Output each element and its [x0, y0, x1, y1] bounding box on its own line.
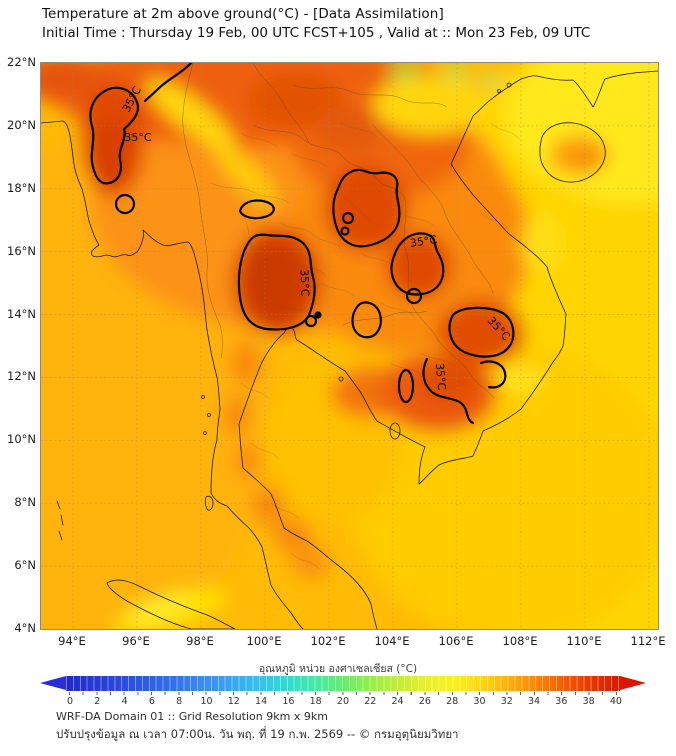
map-plot-area: 35°C 35°C 35°C 35°C 35°C 35°C — [40, 62, 659, 630]
graticule-grid — [41, 63, 658, 629]
colorbar-tick-label: 16 — [282, 696, 295, 707]
lon-tick-label: 100°E — [246, 634, 282, 648]
colorbar-tick-marks — [69, 692, 617, 695]
lat-tick-label: 12°N — [7, 369, 36, 384]
lon-tick-label: 106°E — [438, 634, 474, 648]
temperature-shading — [41, 63, 658, 629]
colorbar-tick-label: 30 — [473, 696, 486, 707]
colorbar-tick-label: 2 — [94, 696, 101, 707]
colorbar-tick-label: 36 — [555, 696, 568, 707]
footer-update-info: ปรับปรุงข้อมูล ณ เวลา 07:00น. วัน พฤ. ที… — [56, 727, 459, 741]
colorbar-tick-label: 38 — [582, 696, 595, 707]
colorbar-tick-label: 32 — [500, 696, 513, 707]
colorbar-tick-label: 12 — [227, 696, 240, 707]
colorbar-tick-label: 14 — [255, 696, 268, 707]
colorbar-tick-label: 0 — [66, 696, 74, 707]
colorbar-tick-label: 10 — [200, 696, 213, 707]
contour-label: 35°C — [409, 233, 438, 250]
colorbar-tick-label: 24 — [391, 696, 404, 707]
lat-tick-label: 6°N — [14, 558, 36, 572]
lat-tick-label: 4°N — [14, 620, 36, 635]
footer-domain-info: WRF-DA Domain 01 :: Grid Resolution 9km … — [56, 710, 328, 723]
lat-tick-label: 10°N — [7, 432, 36, 447]
lon-tick-label: 110°E — [566, 634, 602, 648]
contour-label: 35°C — [124, 131, 151, 144]
colorbar-tick-label: 8 — [176, 696, 183, 707]
colorbar-tick-label: 4 — [121, 696, 128, 707]
lon-tick-label: 104°E — [374, 634, 410, 648]
colorbar-tick-label: 28 — [446, 696, 459, 707]
contour-label: 35°C — [298, 269, 312, 297]
colorbar-tick-label: 26 — [418, 696, 431, 707]
contour-label: 35°C — [433, 363, 448, 392]
colorbar-cell-separators — [66, 676, 620, 691]
lon-tick-label: 94°E — [58, 634, 86, 648]
colorbar-ticks: 0 2 4 6 8 10 12 14 16 18 20 22 24 26 28 30 32 34 36 38 40 — [57, 696, 629, 707]
colorbar-tick-label: 40 — [609, 696, 622, 707]
lat-tick-label: 14°N — [7, 306, 36, 321]
colorbar-tick-label: 22 — [364, 696, 377, 707]
lat-tick-label: 16°N — [7, 243, 36, 258]
coastlines — [41, 70, 658, 629]
lat-tick-label: 22°N — [7, 55, 36, 69]
colorbar-tick-label: 20 — [336, 696, 350, 707]
page-subtitle: Initial Time : Thursday 19 Feb, 00 UTC F… — [42, 25, 591, 41]
contour-35c — [89, 63, 515, 425]
lon-tick-label: 98°E — [186, 634, 214, 648]
colorbar-left-arrow — [40, 676, 66, 690]
lat-tick-label: 18°N — [7, 180, 36, 195]
colorbar-right-arrow — [620, 676, 646, 690]
colorbar-tick-label: 6 — [148, 696, 155, 707]
admin-boundaries — [182, 63, 495, 399]
page-title: Temperature at 2m above ground(°C) - [Da… — [42, 6, 444, 22]
latitude-axis: 22°N 20°N 18°N 16°N 14°N 12°N 10°N 8°N 6°N 4°N — [0, 55, 36, 635]
lon-tick-label: 102°E — [310, 634, 346, 648]
temperature-map: 35°C 35°C 35°C 35°C 35°C 35°C — [41, 63, 658, 629]
lon-tick-label: 112°E — [630, 634, 666, 648]
lat-tick-label: 20°N — [7, 117, 36, 132]
colorbar-tick-label: 18 — [309, 696, 322, 707]
colorbar-title: อุณหภูมิ หน่วย องศาเซลเซียส (°C) — [258, 663, 418, 675]
longitude-axis: 94°E 96°E 98°E 100°E 102°E 104°E 106°E 108°E 110… — [54, 634, 666, 648]
lon-tick-label: 96°E — [122, 634, 150, 648]
lon-tick-label: 108°E — [502, 634, 538, 648]
lat-tick-label: 8°N — [14, 495, 36, 510]
colorbar-tick-label: 34 — [528, 696, 541, 707]
colorbar-gradient — [66, 676, 620, 691]
